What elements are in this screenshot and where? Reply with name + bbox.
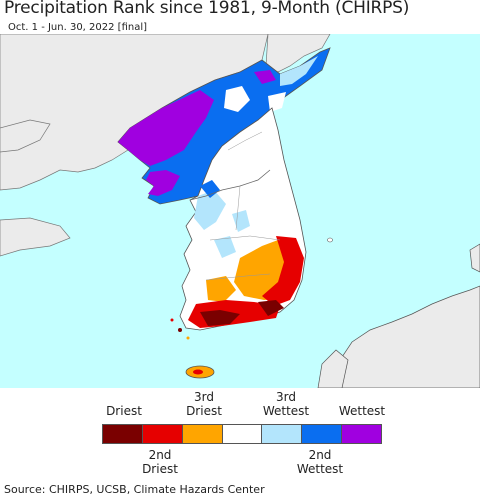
ulleung-island (327, 237, 333, 243)
japan-landmass (329, 285, 480, 388)
korea-dmz-border (189, 169, 271, 201)
map-subtitle: Oct. 1 - Jun. 30, 2022 [final] (8, 22, 148, 33)
normal-patch-north (224, 86, 250, 112)
source-credit: Source: CHIRPS, UCSB, Climate Hazards Ce… (4, 483, 265, 496)
legend-swatch-2nd-driest (142, 425, 183, 443)
precipitation-rank-map (0, 34, 480, 388)
legend-label-3rd-driest: 3rd Driest (186, 390, 222, 418)
japan-kyushu (317, 349, 349, 388)
shandong-peninsula (0, 217, 71, 257)
legend-swatch-driest (103, 425, 143, 443)
legend-swatch-normal (222, 425, 263, 443)
legend-swatch-3rd-wettest (262, 425, 303, 443)
legend-label-3rd-wettest: 3rd Wettest (262, 390, 310, 418)
normal-patch-east (268, 92, 286, 112)
second-driest-east (262, 236, 304, 306)
legend-label-2nd-wettest: 2nd Wettest (296, 448, 344, 476)
legend-swatch-3rd-driest (182, 425, 223, 443)
wettest-region-coast (146, 170, 180, 196)
legend-swatch-wettest (342, 425, 382, 443)
north-korea (117, 47, 331, 205)
third-driest-west (206, 276, 236, 302)
japan-northwest (469, 243, 480, 273)
legend-label-wettest: Wettest (338, 404, 386, 418)
wettest-region-northwest (118, 90, 214, 166)
driest-south-coast (200, 310, 240, 326)
jeju-dry-core (193, 369, 203, 375)
legend-label-2nd-driest: 2nd Driest (142, 448, 178, 476)
legend-label-driest: Driest (106, 404, 142, 418)
wettest-region-northeast (254, 70, 276, 84)
light-blue-northeast (280, 56, 318, 86)
province-lines (205, 131, 281, 281)
coastal-islet (178, 328, 182, 332)
light-blue-center (214, 236, 236, 258)
coastal-islet (170, 318, 174, 322)
wet-blue-west (200, 180, 220, 198)
liaodong-peninsula (0, 119, 51, 153)
map-title: Precipitation Rank since 1981, 9-Month (… (4, 0, 410, 18)
coastal-islet (186, 336, 190, 340)
light-blue-west (194, 190, 226, 230)
driest-southeast (258, 300, 284, 316)
legend-color-scale (102, 424, 382, 444)
legend-swatch-2nd-wettest (302, 425, 343, 443)
